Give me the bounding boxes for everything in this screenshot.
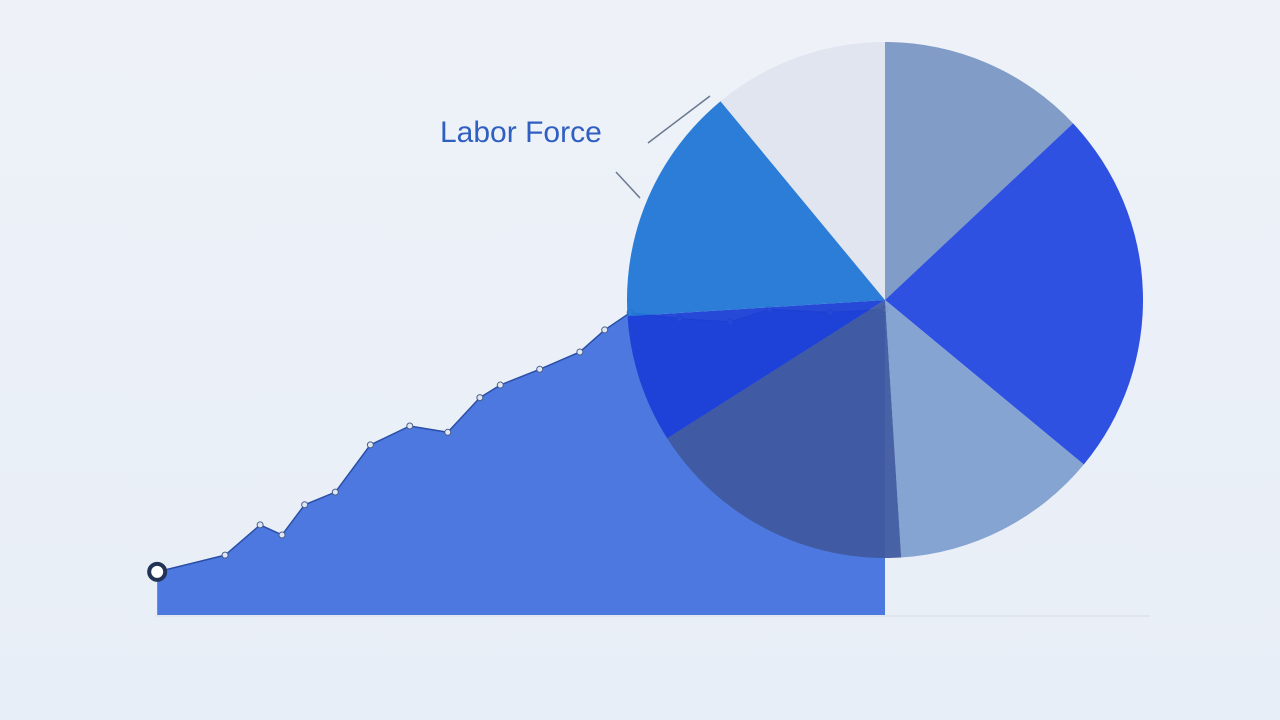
pie-slice: [720, 42, 885, 300]
pie-slice: [626, 101, 885, 317]
point-marker: [147, 561, 168, 582]
pie-slice: [885, 300, 1084, 558]
point-marker: [366, 441, 374, 449]
point-marker: [576, 348, 584, 356]
point-marker: [406, 422, 414, 430]
point-marker: [444, 428, 452, 436]
leader-line: [647, 95, 711, 144]
pie-slice: [885, 123, 1143, 465]
pie-annotation: Labor Force: [440, 116, 602, 149]
point-marker: [536, 365, 544, 373]
point-marker: [496, 381, 504, 389]
point-marker: [256, 521, 264, 529]
leader-line: [615, 171, 641, 199]
point-marker: [221, 551, 229, 559]
pie-slice: [885, 42, 1074, 300]
point-marker: [476, 394, 484, 402]
point-marker: [278, 531, 286, 539]
pie-slice: [627, 300, 885, 439]
point-marker: [331, 488, 339, 496]
point-marker: [601, 326, 609, 334]
pie-chart: [626, 42, 1143, 558]
point-marker: [301, 501, 309, 509]
pie-slice: [667, 300, 902, 558]
